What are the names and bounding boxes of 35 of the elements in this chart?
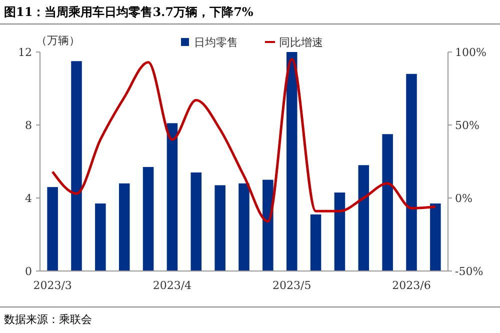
x-tick-label: 2023/3	[33, 279, 72, 292]
bar	[47, 187, 58, 271]
bar	[190, 172, 202, 271]
line-series	[51, 58, 437, 223]
y-axis-title: （万辆）	[36, 34, 80, 47]
x-tick-label: 2023/5	[272, 279, 312, 292]
x-tick-label: 2023/6	[392, 279, 431, 292]
chart-title: 图11：当周乘用车日均零售3.7万辆，下降7%	[4, 5, 254, 19]
bar	[358, 165, 370, 271]
bar	[166, 123, 178, 271]
bar	[430, 203, 441, 271]
legend-label: 同比增速	[279, 36, 323, 49]
bar	[310, 214, 322, 271]
bar	[238, 183, 250, 271]
y-tick-label: 0	[25, 264, 32, 278]
x-tick-label: 2023/4	[152, 279, 192, 292]
bar	[382, 134, 393, 271]
bar	[406, 74, 417, 271]
y2-tick-label: 0%	[455, 192, 472, 205]
bar	[71, 61, 82, 271]
bar	[214, 185, 226, 271]
source-note: 数据来源：乘联会	[4, 313, 92, 326]
y-tick-label: 12	[18, 46, 32, 59]
y2-tick-label: 50%	[455, 118, 480, 132]
y2-tick-label: -50%	[455, 264, 484, 278]
bar	[95, 203, 106, 271]
bar	[334, 192, 346, 271]
y-tick-label: 4	[25, 192, 32, 205]
bar	[262, 180, 274, 271]
bar	[142, 166, 154, 271]
bar	[286, 52, 298, 271]
y-tick-label: 8	[25, 118, 32, 132]
y2-tick-label: 100%	[455, 46, 486, 59]
legend-label: 日均零售	[194, 36, 238, 49]
bar	[118, 183, 130, 271]
